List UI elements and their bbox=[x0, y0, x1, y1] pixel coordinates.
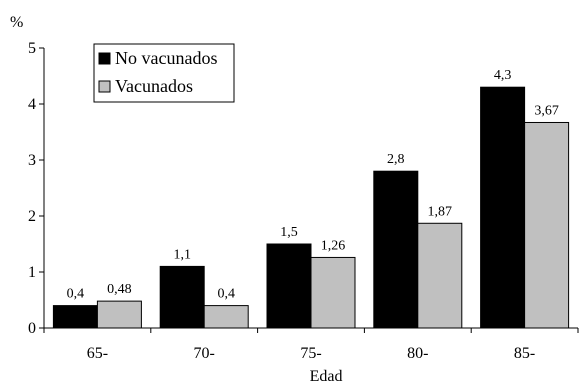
data-label: 1,87 bbox=[428, 204, 453, 219]
bar-no-vacunados bbox=[52, 305, 98, 329]
bar-vacunados bbox=[203, 305, 249, 329]
data-label: 0,4 bbox=[67, 287, 85, 302]
x-axis-label: Edad bbox=[310, 368, 343, 383]
data-label: 4,3 bbox=[494, 68, 512, 83]
data-label: 1,5 bbox=[280, 225, 298, 240]
x-axis: 65- 70- 75- 80- 85- bbox=[43, 327, 579, 362]
bar-no-vacunados bbox=[373, 170, 419, 329]
data-label: 2,8 bbox=[387, 152, 405, 167]
y-axis-label: % bbox=[10, 14, 23, 31]
data-label: 0,48 bbox=[107, 282, 132, 297]
legend-swatch bbox=[98, 80, 111, 93]
bar-no-vacunados bbox=[480, 86, 526, 329]
bar-no-vacunados bbox=[159, 265, 205, 329]
legend-label: Vacunados bbox=[115, 76, 193, 96]
bar-vacunados bbox=[417, 222, 463, 329]
data-label: 0,4 bbox=[217, 287, 235, 302]
x-tick-label: 65- bbox=[87, 345, 108, 362]
data-label: 1,1 bbox=[173, 247, 191, 262]
legend-label: No vacunados bbox=[115, 48, 217, 68]
y-tick-label: 5 bbox=[28, 40, 36, 57]
y-tick-label: 1 bbox=[28, 264, 36, 281]
data-labels-layer: 0,4 1,1 1,5 2,8 4,3 0,48 0,4 1,26 1,87 3,67 bbox=[67, 68, 559, 301]
legend-swatch bbox=[98, 52, 111, 65]
x-tick-label: 75- bbox=[300, 345, 321, 362]
x-tick-label: 70- bbox=[194, 345, 215, 362]
data-label: 1,26 bbox=[321, 238, 346, 253]
x-tick-label: 80- bbox=[407, 345, 428, 362]
y-tick-label: 4 bbox=[28, 96, 36, 113]
bars-layer bbox=[52, 86, 570, 329]
y-tick-label: 0 bbox=[28, 320, 36, 337]
x-tick-label: 85- bbox=[514, 345, 535, 362]
bar-vacunados bbox=[524, 121, 570, 329]
y-tick-label: 2 bbox=[28, 208, 36, 225]
y-tick-label: 3 bbox=[28, 152, 36, 169]
bar-vacunados bbox=[96, 300, 142, 329]
data-label: 3,67 bbox=[534, 103, 559, 118]
y-axis: 0 1 2 3 4 5 bbox=[28, 40, 45, 337]
legend: No vacunados Vacunados bbox=[93, 43, 235, 103]
bar-no-vacunados bbox=[266, 243, 312, 329]
bar-vacunados bbox=[310, 256, 356, 329]
legend-box bbox=[93, 43, 235, 103]
